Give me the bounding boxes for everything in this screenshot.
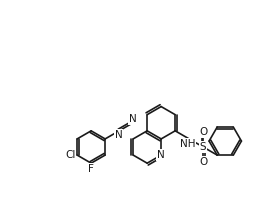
Text: NH: NH (180, 138, 195, 149)
Text: F: F (88, 164, 94, 174)
Text: N: N (129, 114, 136, 124)
Text: Cl: Cl (65, 150, 75, 160)
Text: O: O (199, 127, 207, 137)
Text: O: O (199, 157, 207, 167)
Text: S: S (200, 142, 206, 152)
Text: N: N (115, 130, 122, 140)
Text: N: N (157, 150, 165, 160)
